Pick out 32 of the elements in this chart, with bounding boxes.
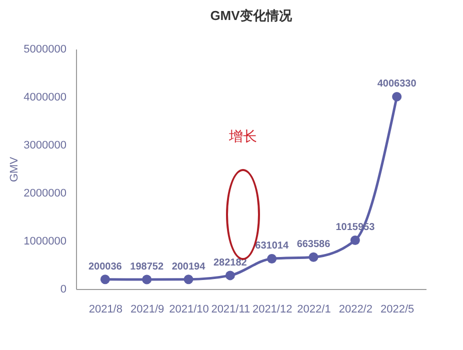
annotation: 增长 <box>229 128 257 146</box>
x-tick-label: 2022/5 <box>380 304 414 316</box>
x-tick-label: 2021/11 <box>211 304 250 316</box>
data-label: 631014 <box>255 240 289 252</box>
chart-title: GMV变化情况 <box>210 8 293 23</box>
y-tick-label: 3000000 <box>24 140 66 152</box>
point <box>392 92 402 102</box>
data-label: 198752 <box>130 261 164 272</box>
x-tick-label: 2021/8 <box>88 304 122 316</box>
y-tick-label: 2000000 <box>24 188 66 200</box>
x-tick-label: 2021/9 <box>130 304 164 316</box>
point <box>100 274 110 284</box>
point <box>267 254 277 264</box>
data-label: 663586 <box>296 239 331 250</box>
data-label: 282182 <box>213 257 248 268</box>
data-label: 200194 <box>172 261 206 272</box>
y-tick-label: 5000000 <box>24 44 66 56</box>
point <box>225 270 235 280</box>
y-tick-label: 4000000 <box>24 92 66 104</box>
data-label: 4006330 <box>377 78 417 90</box>
data-label: 200036 <box>88 261 122 272</box>
x-tick-label: 2022/1 <box>297 304 331 316</box>
y-tick-label: 0 <box>60 284 66 296</box>
y-axis-title: GMV <box>8 156 21 182</box>
x-tick-label: 2021/12 <box>252 304 292 316</box>
point <box>142 274 152 284</box>
point <box>184 274 194 284</box>
x-tick-label: 2022/2 <box>338 304 372 316</box>
point <box>308 252 318 262</box>
y-tick-label: 1000000 <box>24 236 66 248</box>
x-tick-label: 2021/10 <box>169 304 209 316</box>
point <box>350 236 360 245</box>
